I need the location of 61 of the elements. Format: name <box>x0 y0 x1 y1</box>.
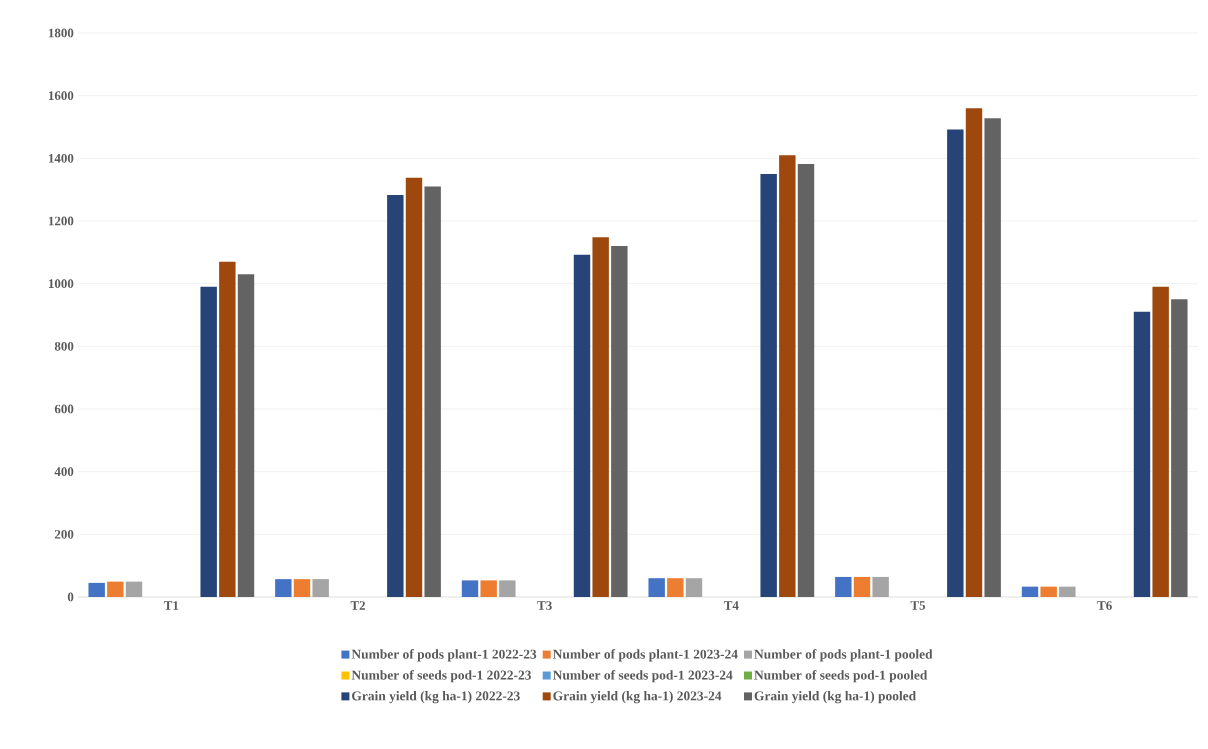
bar <box>797 163 815 597</box>
x-tick-label: T2 <box>350 601 366 610</box>
bar <box>424 186 441 597</box>
bar <box>592 237 609 597</box>
bar <box>293 579 311 597</box>
bar <box>965 108 983 597</box>
bar <box>1133 311 1151 597</box>
y-tick-label: 1200 <box>48 216 74 226</box>
x-tick-label: T6 <box>1097 601 1112 610</box>
bar <box>219 261 236 597</box>
legend-label: Grain yield (kg ha-1) 2022-23 <box>352 690 520 704</box>
x-tick-label: T5 <box>910 601 926 610</box>
bar <box>1171 299 1188 597</box>
bar <box>835 576 852 597</box>
bar <box>1021 586 1039 597</box>
bar <box>573 254 591 597</box>
bar <box>667 578 684 597</box>
x-tick-label: T4 <box>723 601 739 610</box>
y-tick-label: 0 <box>67 592 74 602</box>
legend-label: Number of seeds pod-1 pooled <box>754 670 928 683</box>
x-tick-label: T3 <box>537 601 552 610</box>
bar <box>1040 586 1057 597</box>
x-tick-label: T1 <box>163 601 179 610</box>
bar <box>275 579 292 597</box>
bar <box>760 173 777 597</box>
bar <box>984 118 1001 597</box>
legend-label: Number of seeds pod-1 2022-23 <box>351 670 531 683</box>
bar <box>779 155 796 597</box>
y-tick-label: 1600 <box>48 91 74 101</box>
y-tick-label: 600 <box>54 404 74 414</box>
y-tick-label: 800 <box>54 341 74 351</box>
bar <box>872 576 889 597</box>
legend-label: Number of seeds pod-1 2023-24 <box>552 670 733 683</box>
bar <box>853 576 871 597</box>
legend-label: Grain yield (kg ha-1) 2023-24 <box>553 690 722 704</box>
bar <box>1152 286 1169 597</box>
y-tick-label: 1000 <box>48 279 74 289</box>
legend-label: Number of pods plant-1 2022-23 <box>351 649 537 662</box>
legend-label: Grain yield (kg ha-1) pooled <box>754 690 916 704</box>
y-tick-label: 1800 <box>48 28 74 38</box>
y-tick-label: 200 <box>54 529 74 539</box>
bar <box>200 286 217 597</box>
legend-label: Number of pods plant-1 pooled <box>754 649 933 662</box>
bar <box>685 578 703 597</box>
y-tick-label: 1400 <box>48 153 74 163</box>
bar <box>88 582 105 597</box>
y-tick-label: 400 <box>54 467 74 477</box>
bar <box>107 581 124 597</box>
bar <box>499 580 516 597</box>
bar <box>387 194 404 597</box>
bar <box>312 579 329 597</box>
bar <box>648 578 665 597</box>
bar <box>611 246 628 597</box>
bar <box>461 580 479 597</box>
bar <box>405 177 423 597</box>
bar <box>947 129 964 597</box>
bar <box>125 581 143 597</box>
bar <box>1059 586 1076 597</box>
bar <box>237 274 255 597</box>
legend-label: Number of pods plant-1 2023-24 <box>552 649 738 662</box>
bar <box>480 580 497 597</box>
